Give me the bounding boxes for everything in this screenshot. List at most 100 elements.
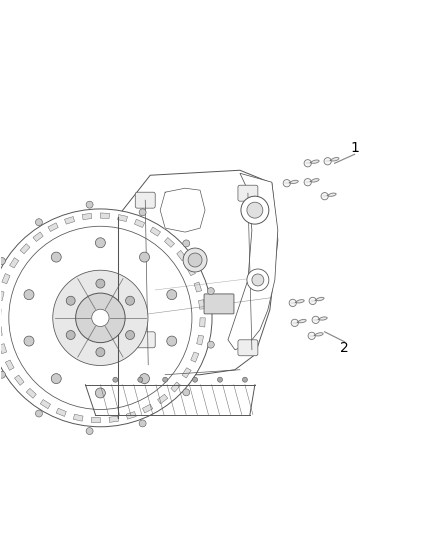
Polygon shape — [297, 319, 306, 323]
Polygon shape — [177, 251, 186, 261]
Circle shape — [218, 377, 223, 382]
Polygon shape — [5, 360, 14, 370]
Circle shape — [126, 330, 134, 340]
FancyBboxPatch shape — [135, 332, 155, 348]
Circle shape — [140, 252, 149, 262]
Polygon shape — [295, 300, 304, 303]
Polygon shape — [118, 214, 127, 222]
Polygon shape — [289, 180, 298, 183]
FancyBboxPatch shape — [204, 294, 234, 314]
Polygon shape — [82, 213, 92, 220]
FancyBboxPatch shape — [238, 185, 258, 201]
Polygon shape — [64, 216, 74, 224]
Polygon shape — [33, 232, 43, 241]
Circle shape — [92, 309, 109, 327]
Circle shape — [304, 160, 311, 167]
Polygon shape — [20, 244, 30, 254]
Circle shape — [35, 219, 42, 225]
Circle shape — [242, 377, 247, 382]
Circle shape — [207, 341, 214, 348]
Polygon shape — [40, 400, 50, 409]
Circle shape — [35, 410, 42, 417]
Circle shape — [95, 388, 106, 398]
Circle shape — [207, 288, 214, 295]
Polygon shape — [187, 265, 195, 276]
Circle shape — [140, 374, 149, 384]
Circle shape — [139, 209, 146, 216]
Circle shape — [183, 240, 190, 247]
Polygon shape — [191, 352, 199, 362]
Circle shape — [167, 336, 177, 346]
Polygon shape — [150, 227, 161, 236]
Circle shape — [126, 296, 134, 305]
Circle shape — [138, 377, 143, 382]
Polygon shape — [2, 273, 10, 284]
Polygon shape — [73, 414, 83, 421]
Polygon shape — [100, 213, 110, 219]
Polygon shape — [160, 188, 205, 232]
Circle shape — [96, 279, 105, 288]
Circle shape — [193, 377, 198, 382]
Polygon shape — [198, 300, 205, 309]
Circle shape — [95, 238, 106, 248]
Polygon shape — [48, 223, 58, 231]
Polygon shape — [327, 193, 336, 196]
Ellipse shape — [0, 209, 212, 427]
Polygon shape — [200, 318, 205, 327]
Circle shape — [24, 289, 34, 300]
Polygon shape — [0, 309, 1, 318]
Circle shape — [86, 427, 93, 434]
Circle shape — [247, 202, 263, 218]
Polygon shape — [14, 375, 24, 385]
Circle shape — [321, 192, 328, 200]
Circle shape — [162, 377, 168, 382]
Polygon shape — [115, 170, 278, 416]
Circle shape — [289, 299, 297, 306]
Polygon shape — [109, 416, 119, 422]
Circle shape — [304, 179, 311, 186]
Circle shape — [324, 158, 331, 165]
Circle shape — [247, 269, 269, 291]
Polygon shape — [0, 327, 2, 336]
Circle shape — [252, 274, 264, 286]
Text: 1: 1 — [350, 141, 359, 155]
Polygon shape — [318, 317, 327, 320]
Circle shape — [312, 316, 319, 324]
Circle shape — [66, 330, 75, 340]
Circle shape — [24, 336, 34, 346]
Circle shape — [241, 196, 269, 224]
Polygon shape — [158, 394, 168, 404]
Circle shape — [139, 420, 146, 427]
Polygon shape — [134, 219, 145, 228]
Polygon shape — [315, 297, 324, 301]
Polygon shape — [330, 158, 339, 161]
Circle shape — [113, 377, 118, 382]
Circle shape — [76, 293, 125, 343]
Polygon shape — [171, 382, 181, 392]
Circle shape — [53, 270, 148, 366]
Polygon shape — [91, 417, 100, 423]
Circle shape — [183, 389, 190, 396]
Polygon shape — [142, 404, 153, 413]
Polygon shape — [194, 282, 201, 292]
Circle shape — [0, 257, 5, 264]
Circle shape — [96, 348, 105, 357]
Polygon shape — [56, 408, 66, 416]
Polygon shape — [10, 257, 19, 268]
Circle shape — [66, 296, 75, 305]
Polygon shape — [228, 173, 278, 350]
Polygon shape — [0, 290, 4, 301]
Polygon shape — [197, 335, 204, 345]
Circle shape — [167, 289, 177, 300]
Polygon shape — [314, 333, 323, 336]
FancyBboxPatch shape — [238, 340, 258, 356]
Circle shape — [86, 201, 93, 208]
Circle shape — [183, 248, 207, 272]
Circle shape — [0, 371, 5, 378]
Circle shape — [51, 252, 61, 262]
Polygon shape — [26, 389, 36, 398]
Circle shape — [188, 253, 202, 267]
Polygon shape — [0, 344, 7, 354]
Polygon shape — [126, 411, 136, 419]
Circle shape — [51, 374, 61, 384]
